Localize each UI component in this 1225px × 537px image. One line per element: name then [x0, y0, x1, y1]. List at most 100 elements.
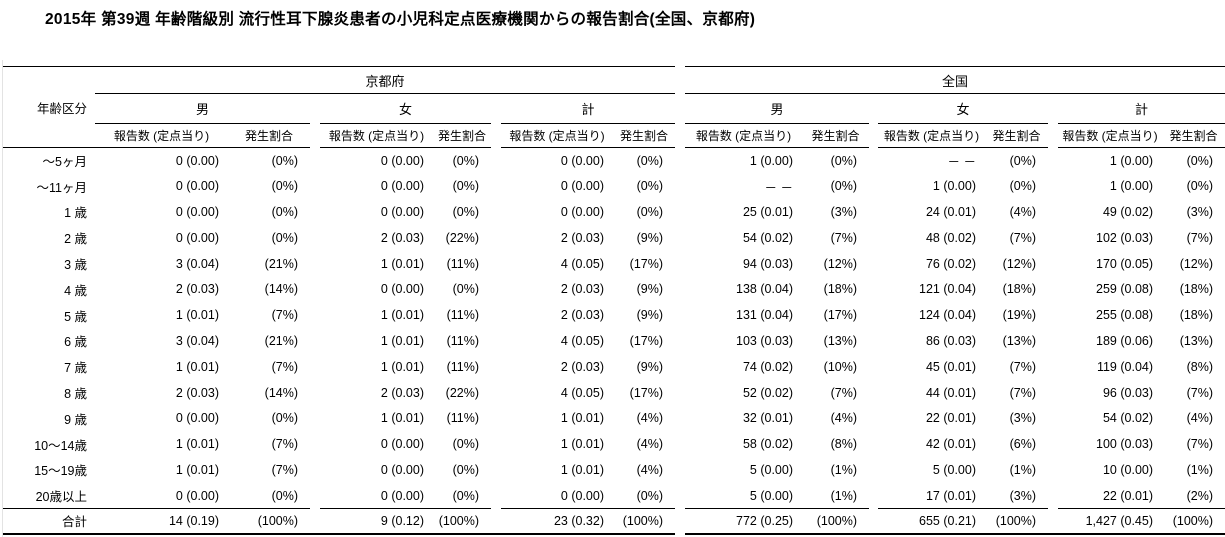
report-count-cell: 2 (0.03): [380, 385, 424, 400]
table-row: 10～14歳 1 (0.01) (7%) 0 (0.00) (0%) 1 (0.01) (4…: [3, 431, 1225, 457]
column-gap: [491, 508, 501, 535]
incidence-rate-cell: (7%): [1186, 230, 1214, 245]
section-gap: [675, 509, 685, 534]
incidence-rate-cell: (7%): [1009, 385, 1037, 400]
incidence-rate-cell: (19%): [1002, 308, 1037, 323]
column-gap: [1048, 354, 1058, 380]
column-gap: [869, 251, 878, 277]
incidence-rate-cell: (13%): [823, 333, 858, 348]
report-count-cell: 49 (0.02): [1102, 204, 1154, 219]
incidence-rate-cell: (17%): [629, 385, 664, 400]
report-count-cell: 32 (0.01): [742, 411, 794, 426]
report-count-cell: 5 (0.00): [932, 462, 977, 477]
incidence-rate-cell: (11%): [446, 256, 479, 271]
report-count-header: 報告数 (定点当り): [95, 123, 228, 148]
column-gap: [310, 354, 320, 380]
column-gap: [491, 225, 501, 251]
report-count-cell: 1 (0.01): [380, 256, 424, 271]
incidence-rate-cell: (7%): [830, 385, 858, 400]
national-total-header: 計: [1058, 93, 1225, 124]
column-gap: [310, 405, 320, 431]
column-gap: [310, 225, 320, 251]
column-gap: [869, 225, 878, 251]
incidence-rate-cell: (12%): [823, 256, 858, 271]
age-cell: 6 歳: [64, 335, 87, 350]
age-cell: 5 歳: [64, 309, 87, 324]
column-gap: [1048, 302, 1058, 328]
incidence-rate-cell: (13%): [1179, 333, 1214, 348]
age-cell: 4 歳: [64, 283, 87, 298]
section-gap: [675, 354, 685, 380]
report-count-cell: 102 (0.03): [1096, 230, 1154, 245]
incidence-rate-header: 発生割合: [433, 123, 491, 148]
incidence-rate-cell: (0%): [636, 488, 664, 503]
section-gap: [675, 199, 685, 225]
section-header-kyoto: 京都府: [95, 66, 676, 94]
report-count-cell: 189 (0.06): [1096, 333, 1154, 348]
incidence-rate-cell: (0%): [452, 462, 479, 477]
section-gap: [675, 225, 685, 251]
report-count-cell: 4 (0.05): [560, 333, 604, 348]
report-count-cell: 255 (0.08): [1096, 308, 1154, 323]
incidence-rate-cell: (0%): [271, 204, 298, 219]
column-gap: [1048, 508, 1059, 535]
column-gap: [491, 124, 501, 148]
column-gap: [310, 199, 320, 225]
incidence-rate-cell: (0%): [636, 153, 664, 168]
incidence-rate-cell: (100%): [228, 508, 310, 535]
incidence-rate-cell: (9%): [636, 230, 664, 245]
report-count-cell: 23 (0.32): [501, 508, 613, 535]
report-count-cell: 1 (0.00): [1109, 153, 1154, 168]
report-count-header: 報告数 (定点当り): [320, 123, 433, 148]
age-column-header: 年齢区分: [3, 66, 95, 148]
report-count-cell: 0 (0.00): [380, 204, 424, 219]
incidence-rate-cell: (4%): [636, 462, 664, 477]
column-gap: [1048, 251, 1058, 277]
table-row: 15～19歳 1 (0.01) (7%) 0 (0.00) (0%) 1 (0.01) (4…: [3, 457, 1225, 483]
incidence-rate-cell: (100%): [613, 508, 676, 535]
column-gap: [869, 199, 878, 225]
incidence-rate-header: 発生割合: [613, 123, 676, 148]
incidence-rate-cell: (3%): [1186, 204, 1214, 219]
report-count-cell: 124 (0.04): [919, 308, 977, 323]
column-gap: [310, 302, 320, 328]
report-count-cell: 1 (0.01): [380, 359, 424, 374]
report-count-cell: 17 (0.01): [925, 488, 977, 503]
report-count-cell: 1 (0.01): [380, 308, 424, 323]
age-cell: 15～19歳: [34, 464, 87, 479]
incidence-rate-cell: (3%): [1009, 488, 1037, 503]
incidence-rate-cell: (0%): [271, 488, 298, 503]
report-count-cell: 121 (0.04): [919, 282, 977, 297]
section-gap: [675, 380, 685, 406]
incidence-rate-cell: (21%): [264, 256, 298, 271]
section-gap: [675, 405, 685, 431]
page-title: 2015年 第39週 年齢階級別 流行性耳下腺炎患者の小児科定点医療機関からの報…: [45, 11, 756, 28]
column-gap: [1048, 173, 1058, 199]
report-count-cell: 0 (0.00): [380, 462, 424, 477]
report-count-cell: － －: [764, 180, 794, 195]
incidence-rate-cell: (0%): [452, 282, 479, 297]
section-gap: [675, 148, 685, 174]
incidence-rate-cell: (17%): [823, 308, 858, 323]
kyoto-male-header: 男: [95, 93, 310, 124]
incidence-rate-cell: (9%): [636, 308, 664, 323]
column-gap: [310, 148, 320, 174]
report-count-cell: 96 (0.03): [1102, 385, 1154, 400]
incidence-rate-cell: (7%): [1186, 385, 1214, 400]
report-count-cell: 0 (0.00): [380, 282, 424, 297]
incidence-rate-cell: (22%): [445, 385, 479, 400]
table-row: 4 歳 2 (0.03) (14%) 0 (0.00) (0%) 2 (0.03) (9%)…: [3, 276, 1225, 302]
column-gap: [491, 354, 501, 380]
incidence-rate-cell: (0%): [271, 153, 298, 168]
age-cell: 1 歳: [64, 206, 87, 221]
report-count-cell: 2 (0.03): [175, 282, 219, 297]
incidence-rate-cell: (7%): [1186, 437, 1214, 452]
column-gap: [491, 148, 501, 174]
column-gap: [310, 508, 320, 535]
column-gap: [869, 94, 878, 124]
age-cell: 3 歳: [64, 258, 87, 273]
incidence-rate-cell: (18%): [1179, 282, 1214, 297]
column-gap: [310, 483, 320, 509]
column-gap: [310, 124, 320, 148]
report-count-cell: 0 (0.00): [560, 153, 604, 168]
